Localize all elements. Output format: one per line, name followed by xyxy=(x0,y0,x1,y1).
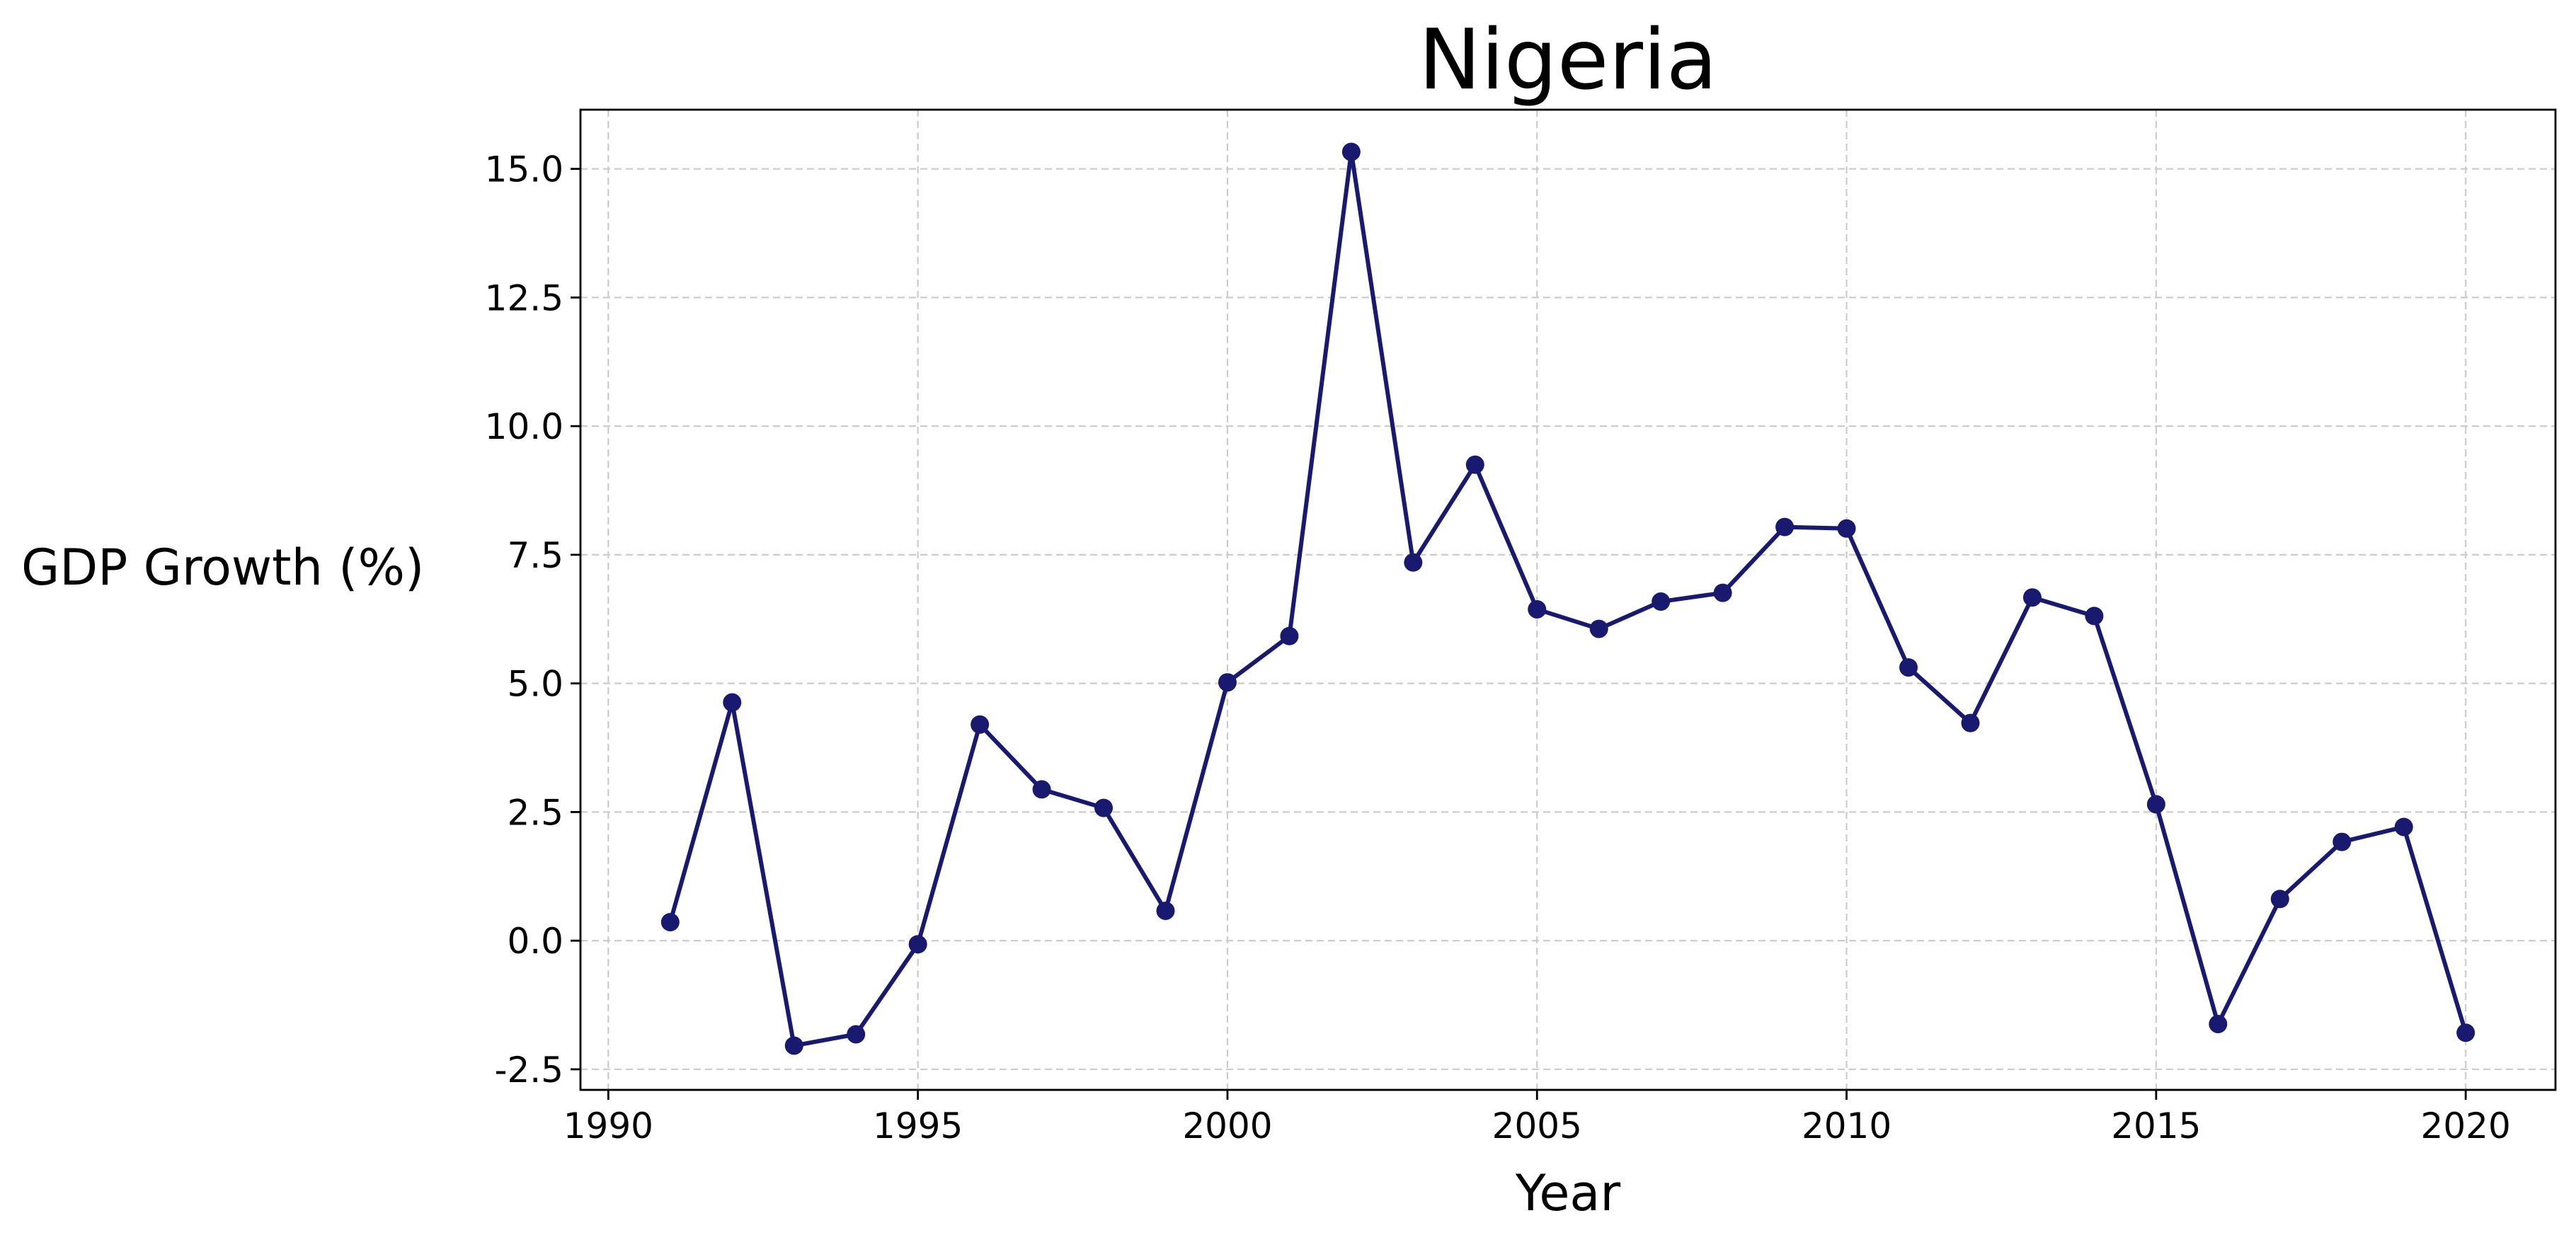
data-point xyxy=(1218,673,1237,692)
x-tick-label: 2015 xyxy=(2111,1105,2201,1147)
data-point xyxy=(2085,607,2104,626)
data-point xyxy=(1713,583,1732,602)
data-point xyxy=(1404,553,1423,572)
x-axis-label: Year xyxy=(1515,1164,1620,1222)
data-point xyxy=(1589,619,1608,638)
chart-title: Nigeria xyxy=(1419,11,1717,108)
data-point xyxy=(1094,798,1114,817)
data-point xyxy=(1775,517,1794,536)
series-line xyxy=(668,149,2468,1048)
data-point xyxy=(847,1025,866,1044)
data-point xyxy=(1899,658,1918,677)
y-tick-label: -2.5 xyxy=(494,1050,563,1091)
data-point xyxy=(1032,780,1051,799)
y-axis-label: GDP Growth (%) xyxy=(21,539,424,597)
data-point xyxy=(971,715,990,734)
data-point xyxy=(1156,901,1175,920)
data-point xyxy=(1837,519,1856,538)
y-tick-label: 7.5 xyxy=(507,535,563,576)
data-point xyxy=(660,912,680,931)
series-layer xyxy=(660,142,2475,1055)
y-tick-label: 5.0 xyxy=(507,664,563,705)
y-tick-label: 0.0 xyxy=(507,921,563,962)
y-tick-label: 2.5 xyxy=(507,792,563,833)
y-tick-label: 15.0 xyxy=(485,149,563,190)
x-tick-label: 2000 xyxy=(1182,1105,1272,1147)
y-tick-label: 12.5 xyxy=(485,277,563,318)
data-point xyxy=(2456,1023,2475,1042)
data-point xyxy=(2146,795,2165,814)
data-point xyxy=(1465,455,1484,474)
y-tick-label: 10.0 xyxy=(485,406,563,447)
data-point xyxy=(1961,713,1980,732)
data-point xyxy=(784,1036,803,1055)
x-tick-label: 2005 xyxy=(1492,1105,1582,1147)
data-point xyxy=(2394,817,2413,837)
data-point xyxy=(1341,142,1361,161)
data-point xyxy=(1651,592,1671,611)
data-point xyxy=(2022,588,2042,607)
x-tick-label: 2010 xyxy=(1802,1105,1891,1147)
x-tick-label: 1995 xyxy=(873,1105,963,1147)
data-point xyxy=(2209,1014,2228,1033)
axis-ticks: 1990 1995 2000 2005 2010 2015 2020 -2.5 0.0 2.5 5.… xyxy=(485,149,2511,1147)
data-point xyxy=(723,693,742,712)
data-point xyxy=(908,935,927,954)
data-point xyxy=(1528,599,1547,619)
data-point xyxy=(2270,890,2289,909)
data-point xyxy=(1280,626,1299,645)
x-tick-label: 2020 xyxy=(2421,1105,2511,1147)
data-point xyxy=(2332,832,2352,851)
x-tick-label: 1990 xyxy=(563,1105,653,1147)
grid-lines xyxy=(580,110,2555,1090)
plot-frame xyxy=(579,108,2557,1091)
